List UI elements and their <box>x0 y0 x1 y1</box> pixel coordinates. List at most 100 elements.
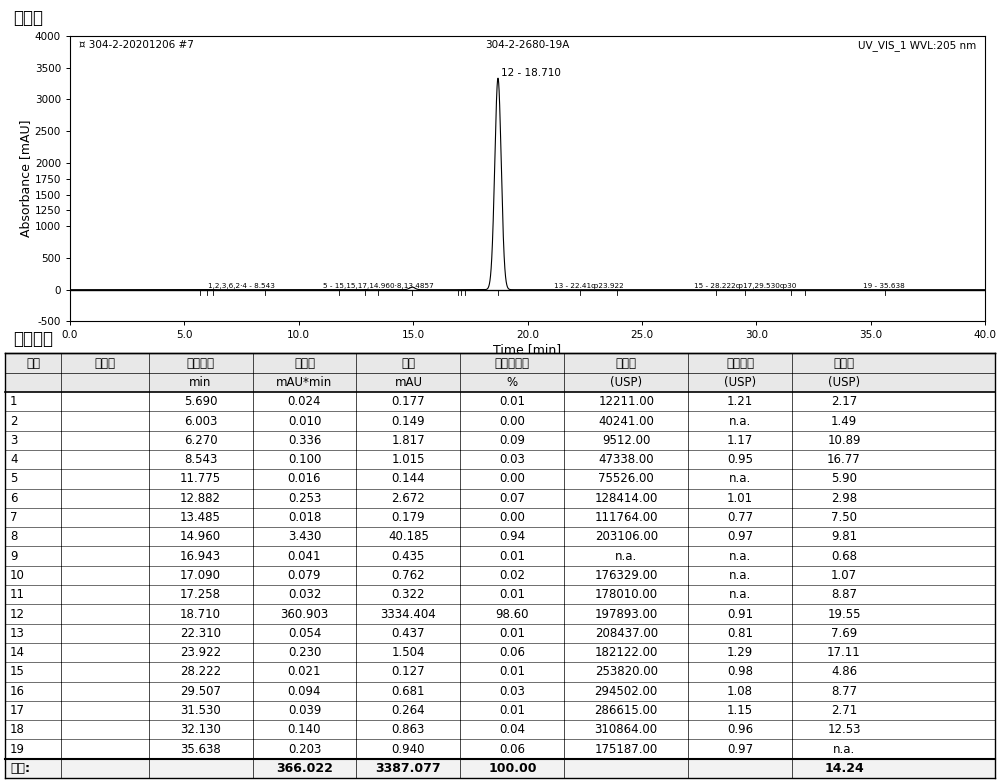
Text: 0.91: 0.91 <box>727 608 753 621</box>
Text: 分离度: 分离度 <box>834 357 855 370</box>
Text: 6.270: 6.270 <box>184 434 217 447</box>
Text: 0.00: 0.00 <box>499 511 525 524</box>
Text: 0.98: 0.98 <box>727 665 753 679</box>
Text: mAU: mAU <box>394 376 422 389</box>
Text: 0.032: 0.032 <box>288 588 321 601</box>
Y-axis label: Absorbance [mAU]: Absorbance [mAU] <box>19 120 32 238</box>
Text: 1.29: 1.29 <box>727 646 753 659</box>
Bar <box>5 431 995 450</box>
Text: 7: 7 <box>10 511 17 524</box>
Text: 8.87: 8.87 <box>831 588 857 601</box>
Text: 序号: 序号 <box>26 357 40 370</box>
Text: 12: 12 <box>10 608 25 621</box>
Text: 2.17: 2.17 <box>831 395 857 408</box>
Text: 12.53: 12.53 <box>827 723 861 737</box>
Text: 360.903: 360.903 <box>280 608 329 621</box>
Text: 11: 11 <box>10 588 25 601</box>
Text: min: min <box>189 376 212 389</box>
Text: 0.02: 0.02 <box>499 569 525 582</box>
Text: 197893.00: 197893.00 <box>595 608 658 621</box>
Text: 40241.00: 40241.00 <box>598 414 654 428</box>
Text: 0.01: 0.01 <box>499 588 525 601</box>
Text: 1.21: 1.21 <box>727 395 753 408</box>
Text: 9512.00: 9512.00 <box>602 434 650 447</box>
Text: 2: 2 <box>10 414 17 428</box>
Text: 0.435: 0.435 <box>392 550 425 562</box>
Text: 1.504: 1.504 <box>392 646 425 659</box>
Text: n.a.: n.a. <box>729 550 751 562</box>
Text: 0.94: 0.94 <box>499 530 525 543</box>
Text: 0.018: 0.018 <box>288 511 321 524</box>
Text: n.a.: n.a. <box>729 472 751 486</box>
Text: 5.690: 5.690 <box>184 395 217 408</box>
X-axis label: Time [min]: Time [min] <box>493 343 562 357</box>
Text: n.a.: n.a. <box>833 743 855 755</box>
Text: 13.485: 13.485 <box>180 511 221 524</box>
Text: 0.010: 0.010 <box>288 414 321 428</box>
Bar <box>5 411 995 431</box>
Bar <box>5 469 995 489</box>
Text: 0.06: 0.06 <box>499 646 525 659</box>
Text: 203106.00: 203106.00 <box>595 530 658 543</box>
Text: 40.185: 40.185 <box>388 530 429 543</box>
Text: n.a.: n.a. <box>729 414 751 428</box>
Text: 13 - 22.41ȹ23.922: 13 - 22.41ȹ23.922 <box>554 283 624 289</box>
Text: 0.322: 0.322 <box>392 588 425 601</box>
Text: 0.81: 0.81 <box>727 627 753 640</box>
Text: 28.222: 28.222 <box>180 665 221 679</box>
Text: 286615.00: 286615.00 <box>595 704 658 717</box>
Text: 1.17: 1.17 <box>727 434 753 447</box>
Text: 14: 14 <box>10 646 25 659</box>
Text: 182122.00: 182122.00 <box>595 646 658 659</box>
Text: 3.430: 3.430 <box>288 530 321 543</box>
Text: 253820.00: 253820.00 <box>595 665 658 679</box>
Text: 0.179: 0.179 <box>392 511 425 524</box>
Text: (USP): (USP) <box>828 376 860 389</box>
Text: 366.022: 366.022 <box>276 762 333 775</box>
Text: 塔板数: 塔板数 <box>616 357 637 370</box>
Text: 5 - 15,15,17,14.960·8,13.4857: 5 - 15,15,17,14.960·8,13.4857 <box>323 283 434 289</box>
Text: 14.960: 14.960 <box>180 530 221 543</box>
Text: 0.96: 0.96 <box>727 723 753 737</box>
Text: 0.149: 0.149 <box>392 414 425 428</box>
Text: 0.762: 0.762 <box>392 569 425 582</box>
Text: 0.01: 0.01 <box>499 395 525 408</box>
Text: ¤ 304-2-20201206 #7: ¤ 304-2-20201206 #7 <box>79 40 194 50</box>
Text: 9: 9 <box>10 550 17 562</box>
Text: 208437.00: 208437.00 <box>595 627 658 640</box>
Text: 0.00: 0.00 <box>499 414 525 428</box>
Text: 0.01: 0.01 <box>499 550 525 562</box>
Bar <box>5 604 995 624</box>
Text: 19 - 35.638: 19 - 35.638 <box>863 283 905 289</box>
Text: n.a.: n.a. <box>615 550 637 562</box>
Text: 10: 10 <box>10 569 25 582</box>
Text: 0.203: 0.203 <box>288 743 321 755</box>
Text: 111764.00: 111764.00 <box>594 511 658 524</box>
Text: 6.003: 6.003 <box>184 414 217 428</box>
Text: 8.77: 8.77 <box>831 685 857 698</box>
Text: 0.01: 0.01 <box>499 704 525 717</box>
Text: 0.230: 0.230 <box>288 646 321 659</box>
Text: 0.016: 0.016 <box>288 472 321 486</box>
Text: 12.882: 12.882 <box>180 492 221 504</box>
Text: 15 - 28.222ȹ17,29.530ȹ30: 15 - 28.222ȹ17,29.530ȹ30 <box>694 283 796 289</box>
Text: 5: 5 <box>10 472 17 486</box>
Text: 0.054: 0.054 <box>288 627 321 640</box>
Text: 23.922: 23.922 <box>180 646 221 659</box>
Text: 峰高: 峰高 <box>401 357 415 370</box>
Text: 0.863: 0.863 <box>392 723 425 737</box>
Text: 22.310: 22.310 <box>180 627 221 640</box>
Text: 0.079: 0.079 <box>288 569 321 582</box>
Text: 0.00: 0.00 <box>499 472 525 486</box>
Text: 9.81: 9.81 <box>831 530 857 543</box>
Text: 积分结果: 积分结果 <box>13 330 53 349</box>
Text: 相对峰面积: 相对峰面积 <box>495 357 530 370</box>
Text: 0.03: 0.03 <box>499 685 525 698</box>
Bar <box>5 450 995 469</box>
Text: 1.49: 1.49 <box>831 414 857 428</box>
Text: 5.90: 5.90 <box>831 472 857 486</box>
Text: 19: 19 <box>10 743 25 755</box>
Text: 98.60: 98.60 <box>496 608 529 621</box>
Text: n.a.: n.a. <box>729 588 751 601</box>
Text: (USP): (USP) <box>724 376 756 389</box>
